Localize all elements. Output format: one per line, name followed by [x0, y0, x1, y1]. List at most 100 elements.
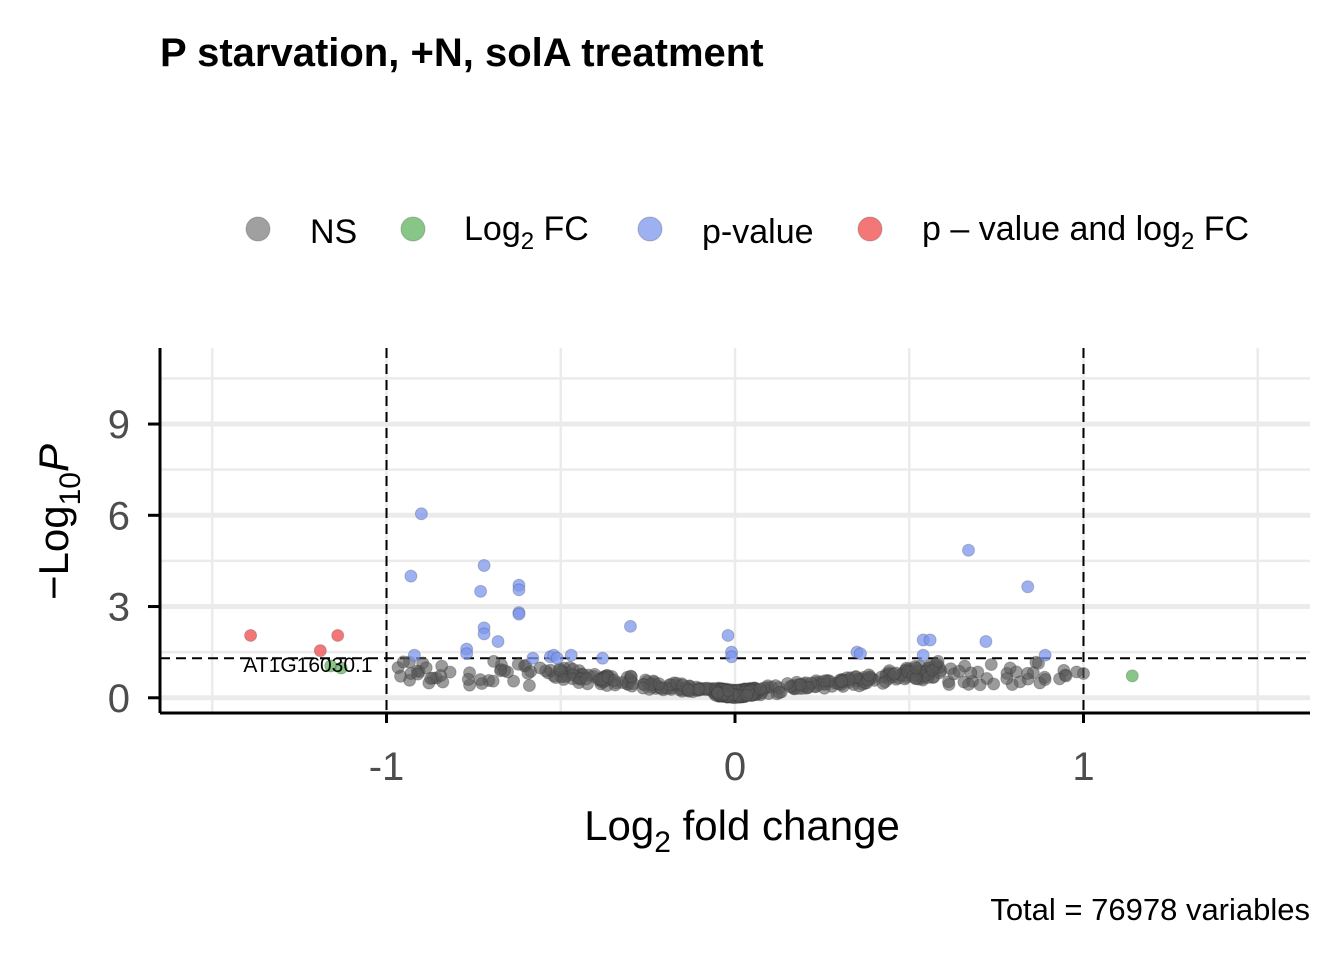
p-point	[414, 507, 428, 521]
p-point	[491, 635, 505, 649]
p-point	[460, 647, 474, 661]
both-point	[244, 628, 258, 642]
p-point	[526, 651, 540, 665]
p-point	[1038, 648, 1052, 662]
ns-point	[557, 673, 571, 687]
ns-point	[652, 677, 666, 691]
y-axis-title: −Log10P	[30, 444, 87, 600]
fc-point	[334, 661, 348, 675]
ns-point	[522, 679, 536, 693]
data-points	[244, 507, 1139, 705]
ns-point	[498, 664, 512, 678]
ns-point	[862, 668, 876, 682]
ns-point	[952, 664, 966, 678]
y-tick-label: 9	[108, 403, 130, 447]
annotations: AT1G16030.1	[243, 654, 372, 677]
legend-label-fc: Log2 FC	[464, 210, 589, 255]
ns-point	[931, 654, 945, 668]
ns-point	[753, 682, 767, 696]
p-point	[512, 583, 526, 597]
ns-point	[636, 681, 650, 695]
ns-point	[1059, 669, 1073, 683]
x-tick-label: 0	[724, 745, 746, 789]
ns-point	[1038, 673, 1052, 687]
y-tick-labels: 0 3 6 9	[108, 403, 130, 721]
legend-swatch-fc	[400, 216, 426, 242]
y-tick-label: 0	[108, 677, 130, 721]
legend-label-ns: NS	[310, 213, 357, 251]
ns-point	[942, 678, 956, 692]
x-axis-title: Log2 fold change	[584, 802, 900, 859]
ns-point	[521, 666, 535, 680]
both-point	[313, 644, 327, 658]
fc-point	[1125, 669, 1139, 683]
ns-point	[1076, 666, 1090, 680]
x-tick-label: 1	[1072, 745, 1094, 789]
p-point	[916, 648, 930, 662]
p-point	[564, 648, 578, 662]
gene-label: AT1G16030.1	[243, 654, 372, 677]
legend-swatch-both	[857, 216, 883, 242]
p-point	[477, 558, 491, 572]
ns-point	[461, 672, 475, 686]
ns-point	[973, 678, 987, 692]
ns-point	[411, 667, 425, 681]
ns-point	[984, 658, 998, 672]
ns-point	[772, 686, 786, 700]
p-point	[477, 627, 491, 641]
ns-point	[962, 677, 976, 691]
ns-point	[987, 677, 1001, 691]
ns-point	[681, 683, 695, 697]
ns-point	[1000, 672, 1014, 686]
ns-point	[1021, 666, 1035, 680]
x-tick-labels: -1 0 1	[369, 745, 1095, 789]
p-point	[407, 648, 421, 662]
ns-point	[486, 674, 500, 688]
legend-swatch-p	[637, 216, 663, 242]
ns-point	[740, 688, 754, 702]
ns-point	[607, 673, 621, 687]
ns-point	[887, 667, 901, 681]
ns-point	[511, 657, 525, 671]
ns-point	[473, 673, 487, 687]
ns-point	[533, 661, 547, 675]
ns-point	[780, 676, 794, 690]
ns-point	[711, 686, 725, 700]
ns-point	[817, 674, 831, 688]
ns-point	[925, 663, 939, 677]
ns-point	[396, 655, 410, 669]
ns-point	[624, 670, 638, 684]
y-tick-label: 6	[108, 494, 130, 538]
ns-point	[507, 674, 521, 688]
ns-point	[876, 676, 890, 690]
chart-title: P starvation, +N, solA treatment	[160, 31, 764, 75]
legend-label-p: p-value	[702, 213, 814, 251]
p-point	[961, 543, 975, 557]
legend-label-both: p – value and log2 FC	[922, 210, 1249, 255]
ns-point	[835, 674, 849, 688]
p-point	[404, 569, 418, 583]
p-point	[725, 650, 739, 664]
p-point	[474, 584, 488, 598]
ns-point	[579, 672, 593, 686]
p-point	[923, 633, 937, 647]
cutoff-lines	[160, 348, 1310, 713]
ns-point	[487, 654, 501, 668]
p-point	[596, 651, 610, 665]
p-point	[979, 635, 993, 649]
ns-point	[419, 661, 433, 675]
p-point	[1021, 580, 1035, 594]
both-point	[331, 628, 345, 642]
axes	[148, 348, 1310, 723]
legend: NS Log2 FC p-value p – value and log2 FC	[245, 210, 1249, 255]
caption: Total = 76978 variables	[990, 892, 1310, 927]
p-point	[623, 619, 637, 633]
ns-point	[909, 661, 923, 675]
gridlines	[160, 348, 1310, 713]
x-tick-label: -1	[369, 745, 405, 789]
p-point	[512, 607, 526, 621]
ns-point	[1031, 656, 1045, 670]
p-point	[550, 651, 564, 665]
p-point	[853, 647, 867, 661]
p-point	[721, 628, 735, 642]
